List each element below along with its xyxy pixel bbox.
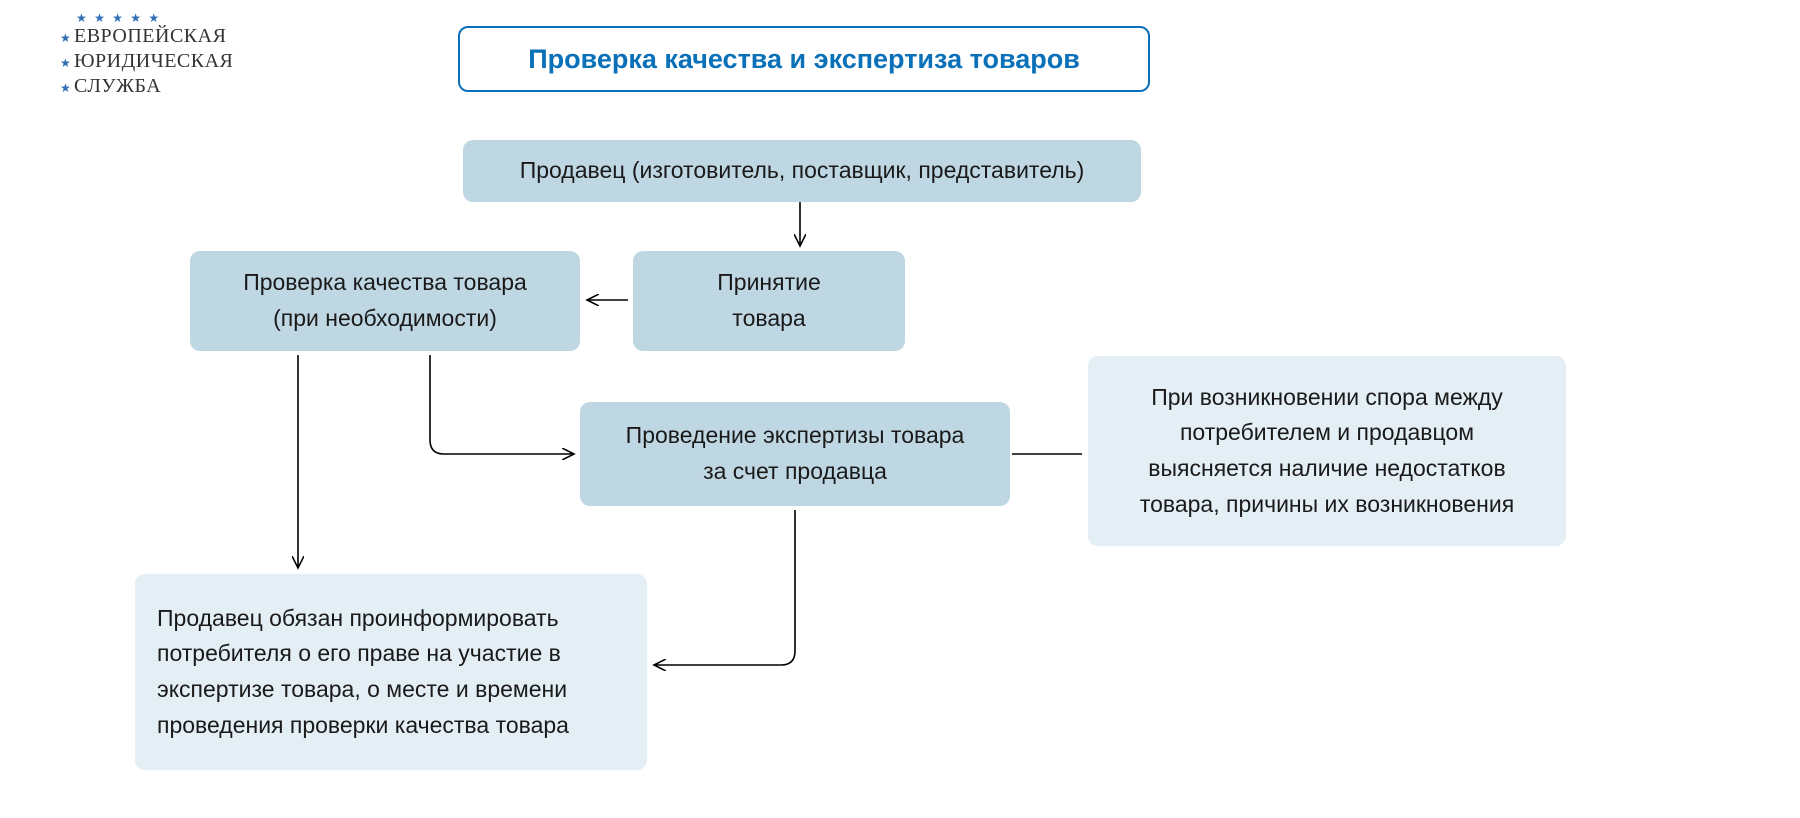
node-check-text: Проверка качества товара(при необходимос… — [243, 265, 527, 336]
edge — [654, 510, 795, 665]
logo-line-2: ЮРИДИЧЕСКАЯ — [74, 50, 233, 72]
node-seller: Продавец (изготовитель, поставщик, предс… — [463, 140, 1141, 202]
logo-line-3: СЛУЖБА — [74, 75, 161, 97]
node-inform: Продавец обязан проинформироватьпотребит… — [135, 574, 647, 770]
diagram-title-text: Проверка качества и экспертиза товаров — [528, 44, 1080, 75]
node-seller-text: Продавец (изготовитель, поставщик, предс… — [520, 153, 1085, 189]
logo-text: ★ЕВРОПЕЙСКАЯ ★ЮРИДИЧЕСКАЯ ★СЛУЖБА — [60, 24, 233, 99]
diagram-canvas: ★ ★ ★ ★ ★ ★ЕВРОПЕЙСКАЯ ★ЮРИДИЧЕСКАЯ ★СЛУ… — [0, 0, 1800, 818]
node-expert-text: Проведение экспертизы товараза счет прод… — [626, 418, 965, 489]
logo-stars-icon: ★ ★ ★ ★ ★ — [60, 12, 233, 24]
node-dispute: При возникновении спора междупотребителе… — [1088, 356, 1566, 546]
node-accept-text: Принятиетовара — [717, 265, 821, 336]
node-accept: Принятиетовара — [633, 251, 905, 351]
edge — [430, 355, 574, 454]
node-dispute-text: При возникновении спора междупотребителе… — [1140, 380, 1514, 523]
diagram-title: Проверка качества и экспертиза товаров — [458, 26, 1150, 92]
brand-logo: ★ ★ ★ ★ ★ ★ЕВРОПЕЙСКАЯ ★ЮРИДИЧЕСКАЯ ★СЛУ… — [60, 12, 233, 99]
node-inform-text: Продавец обязан проинформироватьпотребит… — [157, 601, 569, 744]
logo-line-1: ЕВРОПЕЙСКАЯ — [74, 25, 226, 47]
node-expert: Проведение экспертизы товараза счет прод… — [580, 402, 1010, 506]
node-check: Проверка качества товара(при необходимос… — [190, 251, 580, 351]
